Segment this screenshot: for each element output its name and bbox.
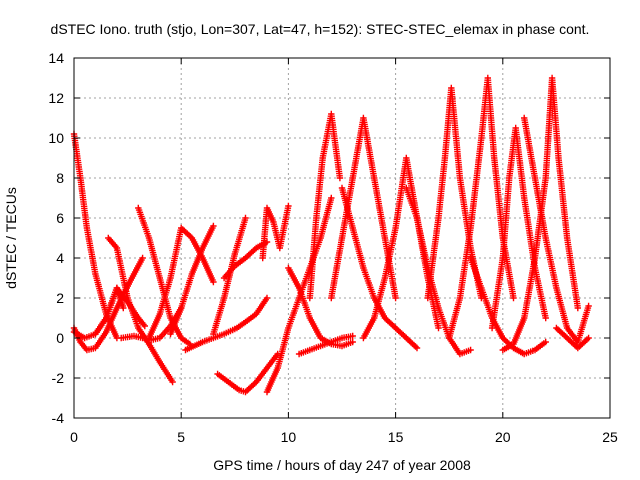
x-tick-label: 10 [281,429,297,445]
y-tick-label: 10 [48,130,64,146]
series-23 [424,84,485,302]
y-tick-label: -2 [52,370,65,386]
y-tick-label: 6 [56,210,64,226]
y-tick-label: 2 [56,290,64,306]
x-tick-label: 15 [388,429,404,445]
series-22 [403,184,474,358]
y-tick-label: 8 [56,170,64,186]
series-29 [553,324,592,352]
series-1 [70,130,121,342]
chart-title: dSTEC Iono. truth (stjo, Lon=307, Lat=47… [51,21,590,37]
axis-ticks: 0 5 10 15 20 25 -4 -2 0 2 4 6 8 10 12 14 [48,50,618,445]
series-27 [499,74,581,354]
series-markers [210,214,249,338]
y-tick-label: 4 [56,250,64,266]
series-28 [521,114,592,346]
series-8 [145,224,217,342]
x-axis-label: GPS time / hours of day 247 of year 2008 [213,457,471,473]
series-7 [135,204,193,348]
x-tick-label: 25 [602,429,618,445]
series-markers [182,294,271,354]
series-26 [488,124,549,332]
y-tick-label: 14 [48,50,64,66]
y-tick-label: 12 [48,90,64,106]
series-markers [70,130,121,342]
series-18 [306,110,344,302]
series-17 [295,332,356,358]
y-tick-label: 0 [56,330,64,346]
x-tick-label: 0 [70,429,78,445]
series-14 [259,202,292,262]
plot-frame [73,57,611,419]
y-tick-label: -4 [52,410,65,426]
series-11 [210,214,249,338]
series-10 [182,294,271,354]
series-25 [467,254,549,358]
series-9 [167,222,217,338]
data-series [70,74,592,396]
x-tick-label: 5 [177,429,185,445]
y-axis-label: dSTEC / TECUs [3,187,19,289]
x-tick-label: 20 [495,429,511,445]
series-13 [214,350,281,396]
series-markers [259,202,292,262]
